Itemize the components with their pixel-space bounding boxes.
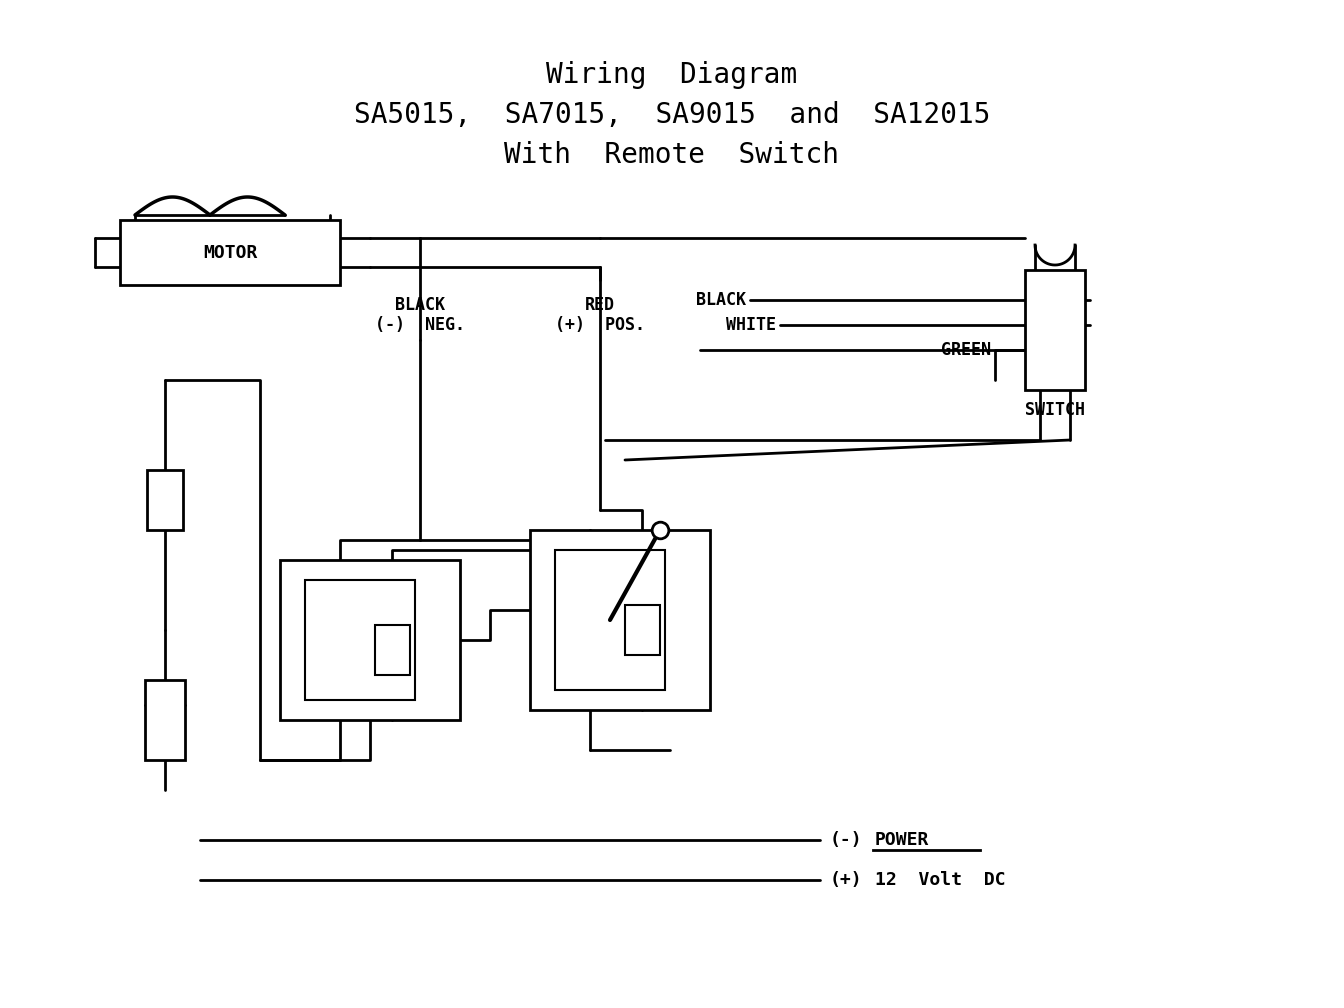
Bar [280,560,460,720]
Text: (-)  NEG.: (-) NEG. [375,316,465,334]
Bar [530,530,710,710]
Bar [1025,270,1085,390]
Text: MOTOR: MOTOR [203,244,257,261]
Text: GREEN: GREEN [941,341,991,359]
Bar [145,680,185,760]
Bar [625,605,660,655]
Text: WHITE: WHITE [726,316,775,334]
Bar [555,550,665,690]
Text: Wiring  Diagram: Wiring Diagram [547,61,797,89]
Bar [305,580,415,700]
Text: BLACK: BLACK [395,296,445,314]
Text: RED: RED [585,296,616,314]
Bar [375,625,410,675]
Bar [120,220,340,285]
Text: SA5015,  SA7015,  SA9015  and  SA12015: SA5015, SA7015, SA9015 and SA12015 [353,101,991,129]
Text: With  Remote  Switch: With Remote Switch [504,141,840,169]
Text: (-): (-) [831,831,863,849]
Text: (+): (+) [831,871,863,889]
Text: (+)  POS.: (+) POS. [555,316,645,334]
Bar [146,470,183,530]
Text: POWER: POWER [875,831,929,849]
Text: 12  Volt  DC: 12 Volt DC [875,871,1005,889]
Text: BLACK: BLACK [696,291,746,309]
Text: SWITCH: SWITCH [1025,401,1085,419]
